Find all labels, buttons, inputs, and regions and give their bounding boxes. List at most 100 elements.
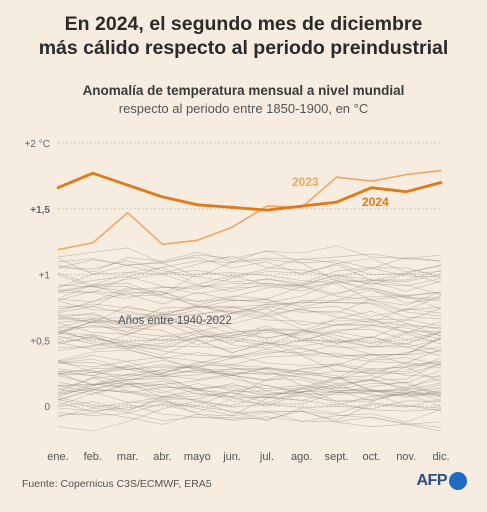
historical-year-line xyxy=(57,333,442,357)
historical-year-line xyxy=(57,245,442,264)
historical-year-line xyxy=(57,300,442,327)
historical-year-line xyxy=(57,280,442,306)
x-tick-label: sept. xyxy=(325,451,349,463)
historical-year-line xyxy=(57,349,442,381)
title-line-1: En 2024, el segundo mes de diciembre xyxy=(64,13,423,35)
historical-year-line xyxy=(57,387,442,416)
historical-year-line xyxy=(57,259,442,293)
afp-logo-text: AFP xyxy=(416,472,448,489)
historical-year-line xyxy=(57,289,442,314)
historical-year-line xyxy=(57,305,442,327)
historical-year-line xyxy=(57,278,442,307)
historical-year-line xyxy=(57,361,442,396)
historical-year-line xyxy=(57,305,442,335)
historical-year-line xyxy=(57,407,442,432)
historical-year-line xyxy=(57,339,442,357)
historical-year-line xyxy=(57,257,442,278)
historical-year-line xyxy=(57,330,442,350)
historical-year-line xyxy=(57,398,442,421)
historical-year-line xyxy=(57,309,442,339)
series-label-2023: 2023 xyxy=(292,175,319,189)
chart-title: En 2024, el segundo mes de diciembre más… xyxy=(0,12,487,60)
historical-year-line xyxy=(57,335,442,360)
historical-year-line xyxy=(57,373,442,402)
historical-year-line xyxy=(57,363,442,378)
historical-year-line xyxy=(57,360,442,376)
historical-year-line xyxy=(57,400,442,422)
historical-year-line xyxy=(57,400,442,432)
y-tick-label: +0,5 xyxy=(30,336,50,347)
historical-year-line xyxy=(57,378,442,407)
historical-year-line xyxy=(57,251,442,273)
series-label-2024: 2024 xyxy=(362,195,389,209)
historical-year-line xyxy=(57,291,442,324)
historical-year-line xyxy=(57,334,442,364)
historical-year-line xyxy=(57,364,442,397)
historical-year-line xyxy=(57,389,442,412)
historical-year-line xyxy=(57,401,442,425)
historical-year-line xyxy=(57,274,442,295)
x-tick-label: jun. xyxy=(222,451,241,463)
y-tick-label: +2 °C xyxy=(25,139,50,150)
x-tick-label: jul. xyxy=(259,451,274,463)
historical-year-line xyxy=(57,380,442,397)
y-tick-label: +1 xyxy=(39,271,51,282)
historical-year-line xyxy=(57,369,442,393)
historical-year-line xyxy=(57,396,442,415)
historical-year-line xyxy=(57,262,442,288)
source-note: Fuente: Copernicus C3S/ECMWF, ERA5 xyxy=(22,478,212,490)
historical-year-line xyxy=(57,318,442,345)
x-tick-label: dic. xyxy=(432,451,449,463)
afp-logo: AFP xyxy=(416,472,467,490)
x-tick-label: abr. xyxy=(153,451,171,463)
series-line-2024 xyxy=(56,171,443,212)
historical-year-line xyxy=(57,301,442,323)
series-line-2023 xyxy=(57,169,442,251)
historical-year-line xyxy=(57,381,442,404)
historical-year-line xyxy=(57,365,442,393)
historical-year-line xyxy=(57,379,442,398)
x-tick-label: nov. xyxy=(396,451,416,463)
historical-range-label: Años entre 1940-2022 xyxy=(118,315,232,327)
historical-year-line xyxy=(57,287,442,316)
subtitle-line-2: respecto al periodo entre 1850-1900, en … xyxy=(118,101,369,116)
historical-year-line xyxy=(57,403,442,428)
x-tick-label: feb. xyxy=(84,451,102,463)
historical-year-line xyxy=(57,332,442,357)
historical-year-line xyxy=(57,290,442,324)
historical-year-line xyxy=(57,282,442,311)
historical-year-line xyxy=(57,250,442,278)
x-tick-label: ene. xyxy=(47,451,68,463)
historical-year-line xyxy=(57,364,442,393)
historical-year-line xyxy=(57,370,442,390)
historical-year-line xyxy=(57,378,442,398)
historical-year-line xyxy=(57,355,442,373)
historical-year-line xyxy=(57,347,442,377)
x-tick-label: mayo xyxy=(184,451,211,463)
y-tick-label: +1,5 xyxy=(30,205,50,216)
historical-year-line xyxy=(57,267,442,299)
historical-year-line xyxy=(57,357,442,380)
historical-year-line xyxy=(57,393,442,413)
historical-year-line xyxy=(57,285,442,306)
y-tick-label: 0 xyxy=(44,402,50,413)
historical-year-line xyxy=(57,373,442,398)
historical-year-line xyxy=(57,321,442,348)
x-tick-label: mar. xyxy=(117,451,138,463)
historical-year-line xyxy=(57,382,442,412)
historical-year-line xyxy=(57,256,442,275)
chart-subtitle: Anomalía de temperatura mensual a nivel … xyxy=(0,82,487,118)
title-line-2: más cálido respecto al periodo preindust… xyxy=(38,37,449,59)
x-tick-label: ago. xyxy=(291,451,312,463)
historical-year-line xyxy=(57,255,442,278)
historical-year-line xyxy=(57,313,442,348)
historical-year-line xyxy=(57,290,442,314)
historical-year-line xyxy=(57,325,442,351)
historical-year-line xyxy=(57,354,442,381)
historical-year-line xyxy=(57,264,442,300)
historical-year-line xyxy=(57,308,442,334)
historical-year-line xyxy=(57,317,442,344)
historical-year-line xyxy=(57,312,442,340)
historical-year-line xyxy=(57,376,442,400)
historical-year-line xyxy=(57,361,442,377)
